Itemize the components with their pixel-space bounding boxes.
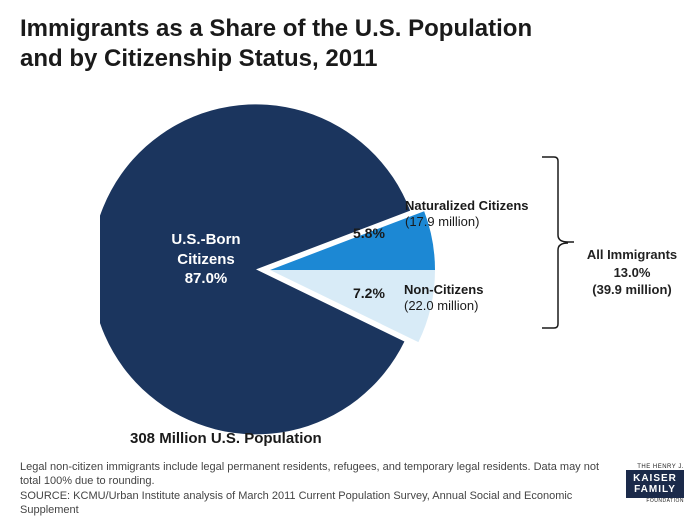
footnote-block: Legal non-citizen immigrants include leg… [20, 460, 600, 517]
noncitizen-label: Non-Citizens [404, 282, 483, 297]
noncitizen-pct: 7.2% [353, 285, 385, 301]
logo-box: KAISER FAMILY [626, 470, 684, 498]
usborn-label: U.S.-Born Citizens 87.0% [146, 230, 266, 289]
population-total-label: 308 Million U.S. Population [130, 430, 322, 447]
kaiser-logo: THE HENRY J. KAISER FAMILY FOUNDATION [626, 464, 684, 509]
all-immigrants-pct: 13.0% [577, 264, 687, 282]
naturalized-pct: 5.8% [353, 225, 385, 241]
logo-bottom: FOUNDATION [626, 498, 684, 504]
all-immigrants-heading: All Immigrants [577, 246, 687, 264]
naturalized-detail: (17.9 million) [405, 214, 479, 229]
logo-line2: FAMILY [628, 484, 682, 495]
noncitizen-detail: (22.0 million) [404, 298, 478, 313]
all-immigrants-label: All Immigrants 13.0% (39.9 million) [577, 246, 687, 299]
page-title: Immigrants as a Share of the U.S. Popula… [20, 14, 580, 74]
bracket-icon [540, 155, 576, 330]
all-immigrants-detail: (39.9 million) [577, 281, 687, 299]
naturalized-label: Naturalized Citizens [405, 198, 529, 213]
usborn-label-pct: 87.0% [146, 269, 266, 289]
logo-line1: KAISER [628, 473, 682, 484]
page: Immigrants as a Share of the U.S. Popula… [0, 0, 698, 523]
footnote-text: Legal non-citizen immigrants include leg… [20, 460, 600, 489]
source-text: SOURCE: KCMU/Urban Institute analysis of… [20, 489, 600, 518]
usborn-label-text: U.S.-Born Citizens [146, 230, 266, 269]
